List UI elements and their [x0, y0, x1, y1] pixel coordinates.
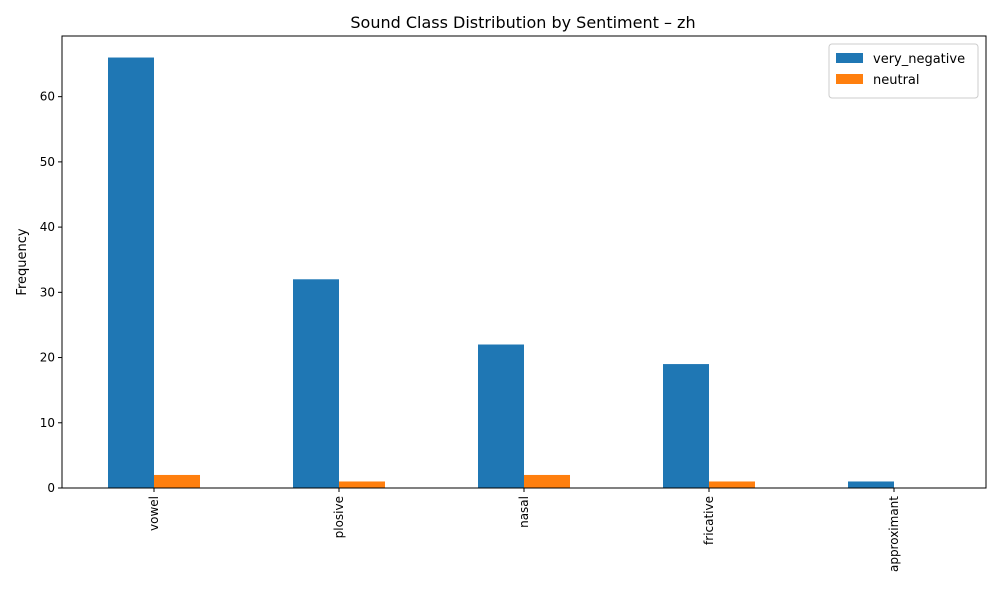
y-tick-label: 30 — [40, 285, 55, 299]
chart-title: Sound Class Distribution by Sentiment – … — [350, 13, 695, 32]
y-axis-label: Frequency — [15, 228, 30, 295]
bar-neutral-fricative — [709, 481, 755, 488]
y-tick-label: 60 — [40, 90, 55, 104]
x-tick-label-plosive: plosive — [332, 496, 346, 538]
legend-swatch-neutral — [836, 74, 863, 84]
x-tick-label-fricative: fricative — [702, 496, 716, 545]
y-tick-label: 40 — [40, 220, 55, 234]
bar-neutral-nasal — [524, 474, 570, 488]
x-tick-label-vowel: vowel — [147, 496, 161, 531]
bar-neutral-plosive — [339, 481, 385, 488]
plot-frame — [61, 35, 987, 489]
y-tick-label: 10 — [40, 416, 55, 430]
legend-box — [828, 43, 979, 99]
legend-swatch-very_negative — [836, 53, 863, 63]
bar-very_negative-plosive — [293, 279, 339, 488]
bar-very_negative-nasal — [478, 344, 524, 488]
y-tick-label: 50 — [40, 155, 55, 169]
x-tick-label-approximant: approximant — [887, 496, 901, 572]
y-tick-label: 0 — [47, 481, 55, 495]
x-tick-label-nasal: nasal — [517, 496, 531, 528]
legend-label-very_negative: very_negative — [873, 52, 965, 67]
bar-very_negative-approximant — [848, 481, 894, 488]
plot-area: 0 10 20 30 40 50 60 vowel plosive nasal fricative a… — [40, 57, 901, 572]
bar-very_negative-vowel — [108, 57, 154, 489]
legend-label-neutral: neutral — [873, 73, 920, 88]
bar-very_negative-fricative — [663, 364, 709, 488]
y-tick-label: 20 — [40, 351, 55, 365]
bar-neutral-vowel — [154, 474, 200, 488]
